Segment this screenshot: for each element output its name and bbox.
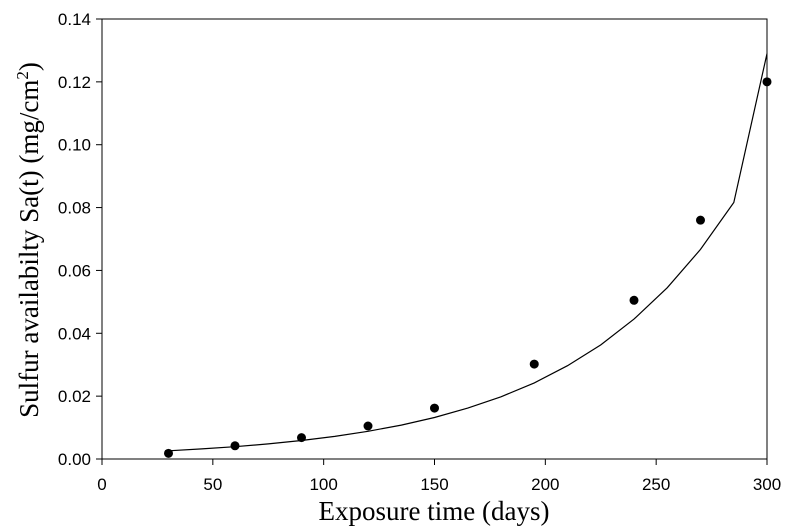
data-points-group [164, 77, 772, 458]
y-tick-label: 0.10 [58, 136, 91, 155]
data-point [529, 359, 539, 369]
y-tick-label: 0.04 [58, 324, 91, 343]
data-point [696, 215, 705, 225]
data-point [164, 448, 173, 458]
x-tick-label: 150 [420, 475, 448, 494]
data-point [230, 441, 240, 451]
x-axis: 0 50 100 150 200 250 300 [97, 459, 781, 494]
data-point [363, 421, 373, 431]
y-axis-title-superscript: 2 [13, 71, 32, 80]
plot-frame [101, 18, 768, 460]
y-axis-title: Sulfur availabilty Sa(t) (mg/cm2) [13, 62, 44, 418]
x-tick-label: 200 [531, 475, 559, 494]
data-point [297, 433, 306, 443]
y-tick-label: 0.12 [58, 73, 91, 92]
x-axis-title: Exposure time (days) [319, 496, 550, 526]
x-tick-label: 300 [753, 475, 781, 494]
data-point [629, 295, 639, 305]
y-tick-label: 0.00 [58, 450, 91, 469]
fit-curve-group [168, 53, 768, 452]
y-axis-title-main: Sulfur availabilty Sa(t) (mg/cm [14, 80, 44, 418]
y-axis: 0.00 0.02 0.04 0.06 0.08 0.10 0.12 0.14 [58, 10, 102, 469]
x-tick-label: 100 [309, 475, 337, 494]
y-tick-label: 0.02 [58, 387, 91, 406]
y-tick-label: 0.08 [58, 199, 91, 218]
y-tick-label: 0.06 [58, 261, 91, 280]
x-tick-label: 250 [642, 475, 670, 494]
data-point [430, 403, 439, 413]
data-point [762, 77, 772, 87]
x-tick-label: 50 [203, 475, 222, 494]
fit-curve [168, 53, 768, 452]
x-tick-label: 0 [97, 475, 106, 494]
y-tick-label: 0.14 [58, 10, 91, 29]
plot-area [101, 18, 768, 460]
y-axis-title-tail: ) [14, 62, 44, 71]
